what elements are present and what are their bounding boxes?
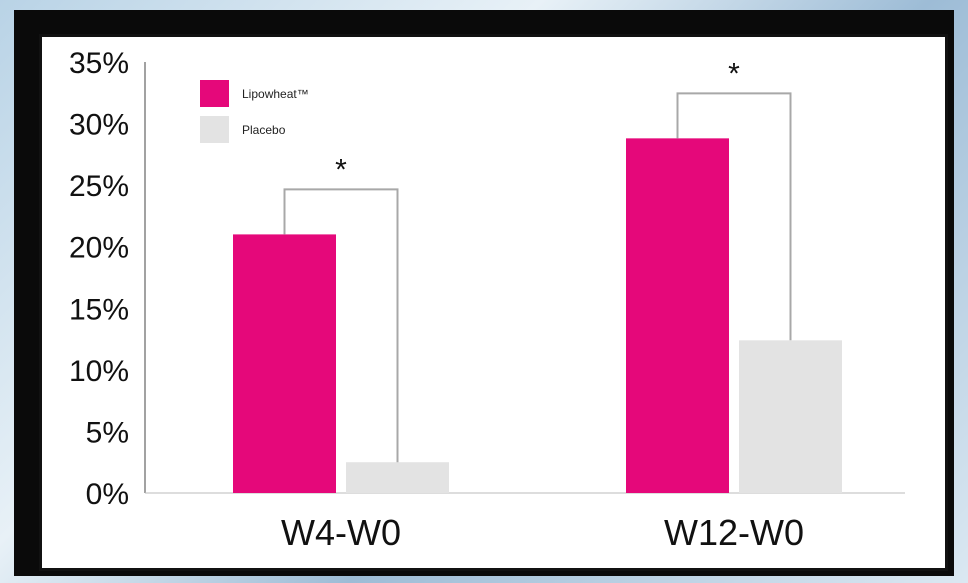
x-category-label: W12-W0	[664, 512, 804, 553]
bar-chart: 0% 5% 10% 15% 20% 25% 30% 35% W4-W0 W12-W0 * * Lipow…	[69, 47, 905, 553]
bar-lipowheat-1	[626, 138, 729, 493]
y-tick-label: 25%	[69, 170, 129, 203]
legend-label: Lipowheat™	[242, 87, 309, 101]
y-tick-label: 35%	[69, 47, 129, 80]
bar-placebo-1	[739, 340, 842, 493]
legend-swatch	[200, 80, 229, 107]
chart-panel: 0% 5% 10% 15% 20% 25% 30% 35% W4-W0 W12-W0 * * Lipow…	[42, 37, 945, 568]
y-tick-label: 15%	[69, 293, 129, 326]
bar-placebo-0	[346, 462, 449, 493]
y-tick-label: 0%	[86, 478, 129, 511]
significance-asterisk: *	[335, 153, 347, 186]
y-tick-label: 5%	[86, 416, 129, 449]
legend-label: Placebo	[242, 123, 286, 137]
y-tick-label: 10%	[69, 355, 129, 388]
y-tick-label: 20%	[69, 232, 129, 265]
legend-swatch	[200, 116, 229, 143]
x-category-label: W4-W0	[281, 512, 401, 553]
significance-asterisk: *	[728, 57, 740, 90]
y-tick-label: 30%	[69, 109, 129, 142]
bar-lipowheat-0	[233, 234, 336, 493]
chart-frame: 0% 5% 10% 15% 20% 25% 30% 35% W4-W0 W12-W0 * * Lipow…	[14, 10, 954, 576]
significance-bracket	[676, 92, 792, 341]
significance-bracket	[283, 188, 399, 463]
